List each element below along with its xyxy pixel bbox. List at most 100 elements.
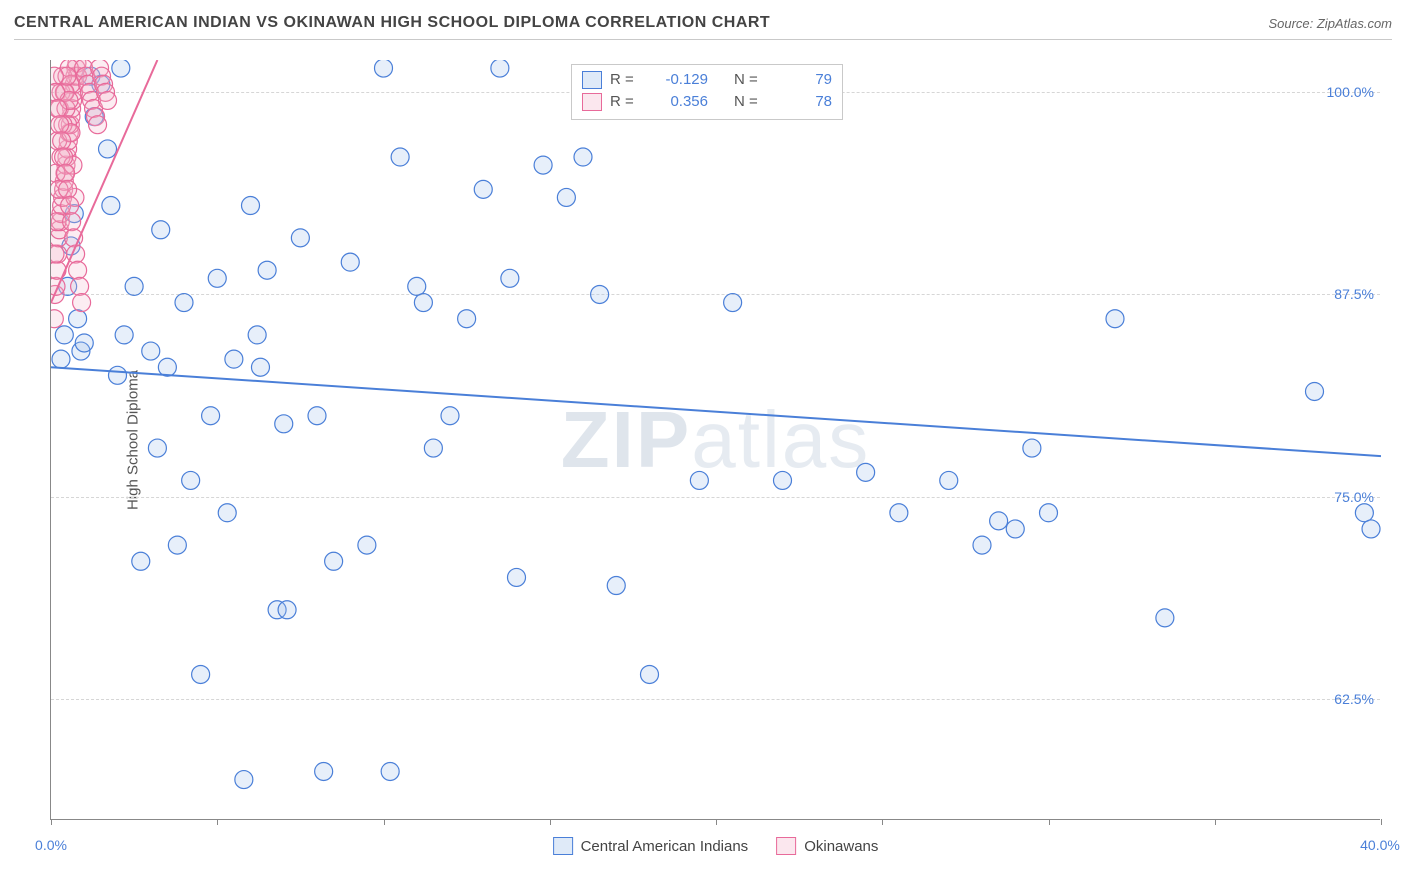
data-point [424,439,442,457]
data-point [940,471,958,489]
y-tick-label: 87.5% [1334,286,1374,302]
data-point [990,512,1008,530]
legend-swatch [582,93,602,111]
data-point [69,310,87,328]
data-point [591,285,609,303]
data-point [1006,520,1024,538]
data-point [225,350,243,368]
data-point [51,310,63,328]
data-point [51,116,69,134]
data-point [1362,520,1380,538]
data-point [391,148,409,166]
data-point [242,197,260,215]
data-point [690,471,708,489]
data-point [534,156,552,174]
data-point [89,116,107,134]
data-point [158,358,176,376]
data-point [218,504,236,522]
stat-label: R = [610,91,642,113]
data-point [724,294,742,312]
x-tick [217,819,218,825]
data-point [278,601,296,619]
data-point [57,164,75,182]
x-tick [716,819,717,825]
y-tick-label: 100.0% [1327,84,1374,100]
legend-label: Okinawans [804,838,878,855]
data-point [275,415,293,433]
data-point [61,197,79,215]
data-point [325,552,343,570]
data-point [112,60,130,77]
data-point [574,148,592,166]
scatter-svg [51,60,1381,820]
data-point [1355,504,1373,522]
data-point [51,83,65,101]
data-point [202,407,220,425]
y-tick-label: 62.5% [1334,691,1374,707]
data-point [1156,609,1174,627]
data-point [857,463,875,481]
data-point [458,310,476,328]
y-tick-label: 75.0% [1334,489,1374,505]
title-bar: CENTRAL AMERICAN INDIAN VS OKINAWAN HIGH… [14,14,1392,40]
chart-frame: CENTRAL AMERICAN INDIAN VS OKINAWAN HIGH… [0,0,1406,892]
data-point [182,471,200,489]
x-tick [1049,819,1050,825]
data-point [375,60,393,77]
x-tick [1215,819,1216,825]
data-point [175,294,193,312]
data-point [258,261,276,279]
x-tick [550,819,551,825]
legend-item: Okinawans [776,837,878,855]
data-point [641,665,659,683]
data-point [291,229,309,247]
data-point [192,665,210,683]
trendline [51,367,1381,456]
legend-swatch [553,837,573,855]
stats-legend-box: R =-0.129N =79R =0.356N =78 [571,64,843,120]
x-axis-max-label: 40.0% [1360,837,1400,853]
data-point [99,140,117,158]
data-point [115,326,133,344]
data-point [75,334,93,352]
data-point [55,326,73,344]
x-tick [882,819,883,825]
data-point [251,358,269,376]
stat-r-value: -0.129 [650,69,708,91]
data-point [607,577,625,595]
data-point [308,407,326,425]
data-point [557,188,575,206]
data-point [73,294,91,312]
data-point [358,536,376,554]
data-point [102,197,120,215]
data-point [51,245,64,263]
stats-legend-row: R =0.356N =78 [582,91,832,113]
series-legend: Central American IndiansOkinawans [553,837,879,855]
x-tick [51,819,52,825]
data-point [414,294,432,312]
data-point [152,221,170,239]
data-point [381,762,399,780]
data-point [501,269,519,287]
data-point [52,350,70,368]
data-point [132,552,150,570]
data-point [51,100,67,118]
chart-title: CENTRAL AMERICAN INDIAN VS OKINAWAN HIGH… [14,14,770,31]
data-point [51,67,63,85]
data-point [1306,382,1324,400]
data-point [168,536,186,554]
data-point [235,771,253,789]
data-point [71,277,89,295]
x-axis-min-label: 0.0% [35,837,67,853]
data-point [341,253,359,271]
data-point [508,568,526,586]
data-point [248,326,266,344]
data-point [53,132,71,150]
data-point [441,407,459,425]
stats-legend-row: R =-0.129N =79 [582,69,832,91]
x-tick [1381,819,1382,825]
data-point [774,471,792,489]
stat-n-value: 78 [774,91,832,113]
data-point [55,148,73,166]
data-point [1040,504,1058,522]
